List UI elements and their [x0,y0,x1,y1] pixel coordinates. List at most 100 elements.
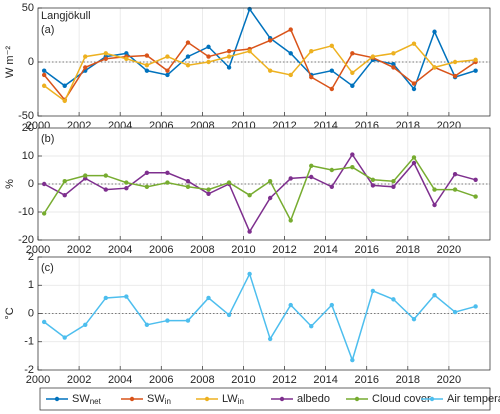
axes-box [37,7,491,117]
point [350,51,355,56]
point [391,61,396,67]
point [165,180,170,185]
point [288,51,293,56]
point [226,54,232,59]
point [165,54,170,59]
point [288,218,293,223]
y-tick-label: 50 [22,2,34,14]
point [62,98,67,104]
point [247,49,252,54]
point [144,322,150,327]
point [329,86,334,92]
y-tick-label: 10 [22,150,34,162]
point [432,292,437,298]
point [103,173,109,178]
point [473,194,478,199]
point [432,65,437,70]
legend-marker [429,396,435,402]
point [185,63,191,68]
line [43,7,476,91]
point [144,170,150,175]
legend-name: LW [222,393,238,405]
point [185,54,191,59]
y-axis-label: °C [4,307,16,319]
point [62,83,67,88]
point [432,187,437,192]
point [309,174,314,180]
point [370,54,376,59]
point [41,211,47,216]
legend-name: albedo [297,393,330,405]
point [309,163,314,168]
y-tick-label: 2 [28,251,34,263]
y-tick-label: 0 [28,307,34,319]
point [370,177,376,182]
legend-marker [129,396,135,402]
legend-marker [279,396,285,402]
panel-label: (b) [41,133,54,145]
point [247,6,252,12]
line [43,271,476,363]
point [124,180,129,185]
x-tick-label: 2018 [396,374,420,386]
point [226,65,232,70]
point [165,72,170,78]
point [329,167,334,173]
point [329,302,334,308]
point [247,271,252,277]
x-tick-label: 2014 [313,244,337,256]
legend-box [39,387,491,411]
x-tick-label: 2006 [149,374,173,386]
point [206,54,211,59]
x-tick-label: 2008 [190,244,214,256]
point [103,187,109,192]
point [267,179,273,184]
point [452,172,458,177]
point [411,160,417,166]
point [267,195,273,201]
point [185,184,191,189]
point [411,41,417,46]
line [43,42,476,103]
point [452,59,458,65]
point [411,316,417,322]
legend-label: SWnet [72,393,102,406]
point [165,318,170,323]
point [350,83,355,88]
point [391,297,396,302]
point [144,53,150,58]
legend-label: albedo [297,393,330,405]
legend-label: SWin [147,393,171,406]
y-tick-label: -50 [18,110,34,122]
point [452,309,458,315]
point [452,187,458,192]
legend-label: Cloud cover [372,393,431,405]
point [288,27,293,32]
point [350,152,355,157]
y-tick-label: 20 [22,122,34,134]
legend-marker [54,396,60,402]
x-tick-label: 2008 [190,374,214,386]
point [329,184,334,189]
point [226,49,232,54]
point [267,68,273,73]
y-tick-label: -20 [18,234,34,246]
point [411,86,417,92]
line [43,156,476,223]
legend-name: SW [72,393,90,405]
y-tick-label: 0 [28,178,34,190]
point [62,335,67,340]
legend-subscript: in [165,397,171,406]
x-tick-label: 2018 [396,244,420,256]
line [43,153,476,234]
x-tick-label: 2016 [354,374,378,386]
point [41,68,47,73]
chart-title: Langjökull [41,10,91,22]
legend-subscript: net [90,397,102,406]
point [41,83,47,88]
point [185,318,191,323]
point [350,165,355,170]
point [206,187,211,192]
x-tick-label: 2004 [108,374,132,386]
point [370,183,376,188]
